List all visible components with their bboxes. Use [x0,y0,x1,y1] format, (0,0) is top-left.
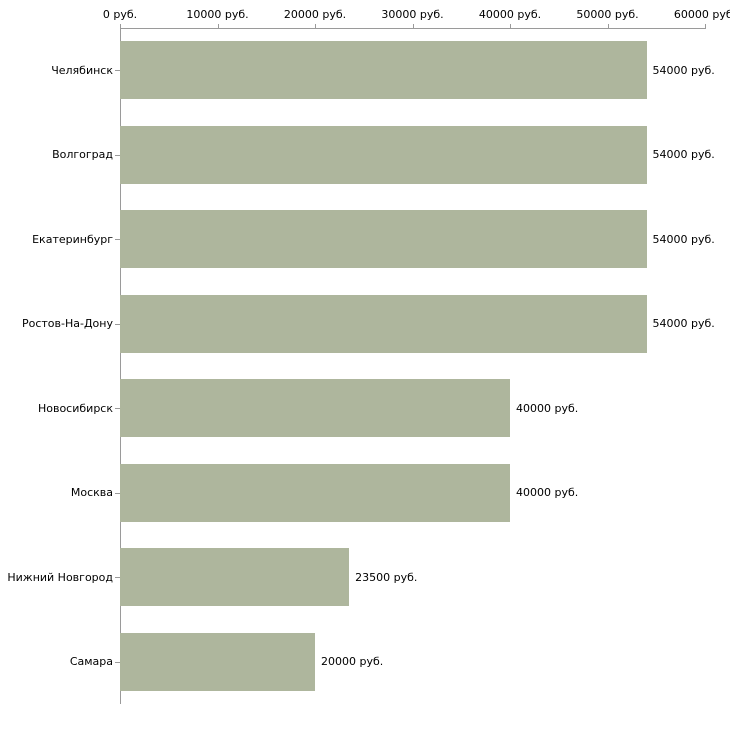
category-label-cell: Самара [0,655,120,668]
bar-cell: 54000 руб. [120,41,715,100]
x-axis-tick [120,24,121,29]
x-axis-tick [217,24,219,29]
x-axis-tick [315,24,316,29]
x-axis: 0 руб. 10000 руб. 20000 руб. 30000 руб. 4000… [103,8,730,29]
bar-cell: 40000 руб. [120,463,705,522]
bar [120,210,647,269]
category-label: Москва [70,486,113,500]
x-axis-tick-label: 10000 руб. [186,8,249,21]
value-label: 23500 руб. [355,570,418,584]
x-axis-tick [705,24,706,29]
bar-cell: 20000 руб. [120,632,705,691]
x-axis-tick-label: 40000 руб. [478,8,542,21]
x-axis-tick [607,24,609,29]
y-axis-tick [115,323,120,325]
value-label: 54000 руб. [652,232,715,246]
x-axis-tick-label: 60000 руб. [673,8,730,21]
bar [120,632,315,691]
bar [120,463,510,522]
y-axis-tick [115,492,120,494]
category-label: Нижний Новгород [7,570,113,584]
category-label: Волгоград [52,148,113,162]
category-label: Челябинск [51,63,113,77]
category-label: Ростов-На-Дону [21,317,113,331]
bar-row: Ростов-На-Дону 54000 руб. [0,282,730,367]
category-label: Самара [69,655,113,669]
bar [120,41,647,100]
y-axis-tick [115,408,120,410]
value-label: 54000 руб. [652,148,715,162]
bar [120,294,647,353]
bar-cell: 54000 руб. [120,210,715,269]
bar [120,125,647,184]
bar-rows: Челябинск 54000 руб. Волгоград 54000 руб… [0,28,730,704]
category-label-cell: Нижний Новгород [0,571,120,584]
bar-cell: 40000 руб. [120,379,705,438]
y-axis-tick [115,661,120,663]
category-label-cell: Новосибирск [0,402,120,415]
y-axis-tick [115,154,120,156]
x-axis-tick-label: 50000 руб. [576,8,639,21]
category-label-cell: Волгоград [0,148,120,161]
x-axis-tick-label: 30000 руб. [381,8,444,21]
bar-row: Новосибирск 40000 руб. [0,366,730,451]
value-label: 20000 руб. [321,655,384,669]
bar [120,548,350,607]
category-label: Екатеринбург [32,232,113,246]
category-label-cell: Челябинск [0,64,120,77]
y-axis-tick [115,577,120,579]
y-axis [120,28,121,704]
category-label-cell: Екатеринбург [0,233,120,246]
y-axis-tick [115,239,120,241]
value-label: 54000 руб. [652,63,715,77]
bar-row: Нижний Новгород 23500 руб. [0,535,730,620]
bar-row: Москва 40000 руб. [0,451,730,536]
bar [120,379,510,438]
y-axis-tick [115,70,120,72]
bar-row: Екатеринбург 54000 руб. [0,197,730,282]
bar-cell: 54000 руб. [120,125,715,184]
x-axis-tick [412,24,414,29]
category-label-cell: Ростов-На-Дону [0,317,120,330]
value-label: 54000 руб. [652,317,715,331]
bar-cell: 23500 руб. [120,548,705,607]
category-label: Новосибирск [37,401,113,415]
value-label: 40000 руб. [516,486,579,500]
category-label-cell: Москва [0,486,120,499]
bar-row: Самара 20000 руб. [0,620,730,705]
x-axis-tick-label: 0 руб. [102,8,138,21]
bar-row: Волгоград 54000 руб. [0,113,730,198]
x-axis-tick [510,24,511,29]
value-label: 40000 руб. [516,401,579,415]
bar-row: Челябинск 54000 руб. [0,28,730,113]
bar-cell: 54000 руб. [120,294,715,353]
x-axis-tick-label: 20000 руб. [283,8,347,21]
